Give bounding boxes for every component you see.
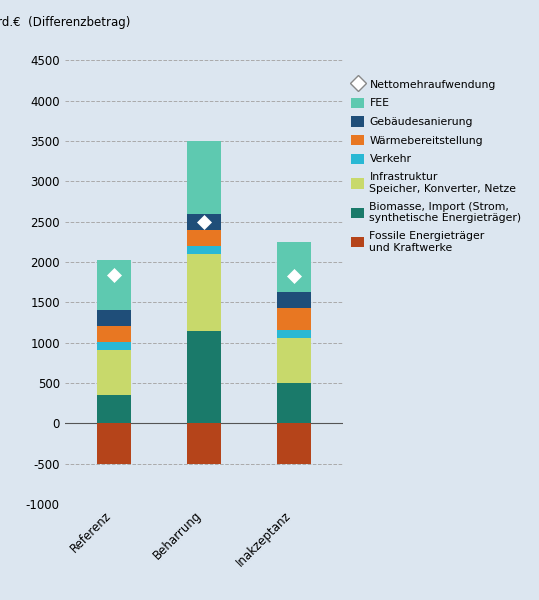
Bar (187, 254, 221, 331)
Bar (97, 310, 131, 326)
Bar (97, 395, 131, 424)
Bar (277, 308, 310, 330)
Bar (187, 214, 221, 230)
Bar (97, 326, 131, 342)
Bar (277, 242, 310, 292)
Bar (97, 260, 131, 310)
Bar (277, 383, 310, 424)
Bar (187, 141, 221, 214)
Bar (277, 338, 310, 383)
Bar (187, 230, 221, 246)
Bar (187, 246, 221, 254)
Legend: Nettomehraufwendung, FEE, Gebäudesanierung, Wärmebereitstellung, Verkehr, Infras: Nettomehraufwendung, FEE, Gebäudesanieru… (351, 79, 522, 253)
Bar (97, 424, 131, 464)
Bar (187, 424, 221, 464)
Bar (187, 331, 221, 424)
Bar (97, 342, 131, 350)
Bar (277, 292, 310, 308)
Bar (277, 330, 310, 338)
Bar (277, 424, 310, 464)
Bar (97, 350, 131, 395)
Text: Mrd.€  (Differenzbetrag): Mrd.€ (Differenzbetrag) (0, 16, 130, 29)
